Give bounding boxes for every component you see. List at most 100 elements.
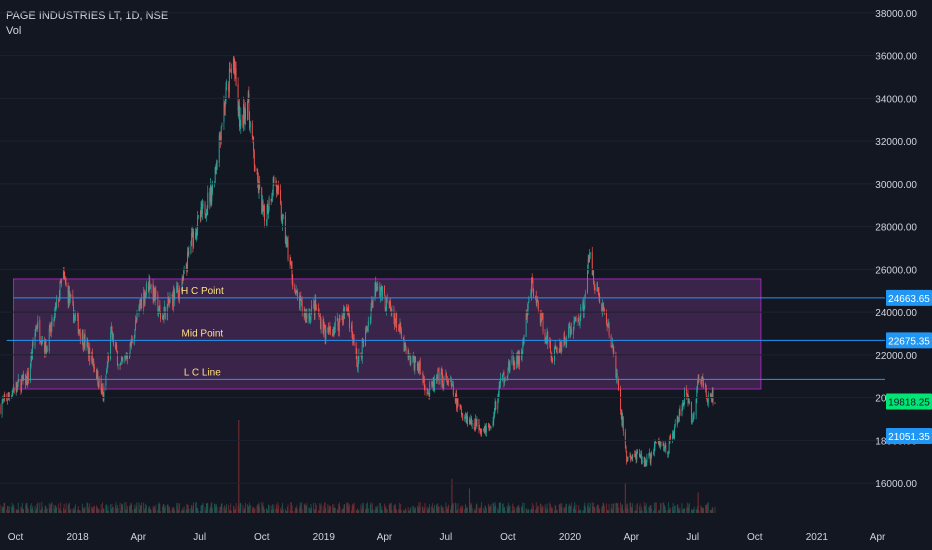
candle-body [324,328,326,339]
candle-body [350,325,352,329]
candle-body [473,423,475,429]
price-tag[interactable] [886,289,932,306]
candle-body [583,307,585,314]
candle-body [670,435,671,440]
candle-body [443,376,445,385]
volume-bar [229,509,231,513]
candle-body [418,364,420,371]
volume-bar [655,502,657,513]
candle-body [365,329,367,347]
volume-bar [271,509,273,513]
volume-bar [436,504,437,513]
volume-bar [473,510,475,513]
candle-body [657,441,659,443]
candle-body [139,303,141,306]
candle-body [603,309,605,313]
candle-body [528,298,530,303]
candle-body [660,442,662,444]
volume-bar [201,504,203,513]
price-tag[interactable] [886,332,932,349]
volume-bar [206,503,207,513]
candle-body [495,401,497,410]
candle-body [527,302,529,309]
candle-body [143,292,145,309]
volume-bar [480,506,482,513]
volume-bar [116,505,118,513]
candle-body [60,280,62,283]
price-tag[interactable] [886,393,932,410]
candle-body [561,345,563,347]
candle-body [375,281,377,291]
volume-bar [174,510,176,513]
candle-body [389,301,391,307]
candle-body [381,286,383,297]
volume-bar [464,509,466,513]
volume-bar [500,502,501,513]
candle-body [365,327,367,330]
volume-bar [709,509,711,513]
candle-body [117,364,119,366]
volume-bar [268,505,270,513]
volume-bar [570,506,572,513]
candle-body [257,169,259,181]
volume-bar [484,505,486,513]
candle-body [268,208,269,214]
price-tag[interactable] [886,428,932,445]
volume-bar [703,508,704,513]
candle-body [299,295,300,308]
candle-body [371,301,373,306]
candle-body [313,304,315,306]
candle-body [347,309,349,313]
volume-bar [182,507,184,513]
volume-bar [645,505,646,513]
volume-bar [419,502,421,513]
candle-body [485,427,487,433]
volume-bar [601,507,603,513]
candle-body [564,335,566,341]
volume-bar [531,508,532,513]
candle-body [372,297,374,307]
candle-body [556,347,557,353]
volume-bar [1,506,3,513]
candle-body [224,102,226,108]
volume-bar [429,504,431,513]
candle-body [46,346,47,353]
candle-body [21,376,23,381]
candle-body [67,284,69,304]
volume-bar [414,507,416,513]
candle-body [436,377,438,381]
price-axis[interactable]: 16000.0018000.0020000.0022000.0024000.00… [0,9,932,490]
volume-bar [93,505,95,513]
volume-bar [83,508,85,513]
volume-bar [206,502,208,513]
volume-bar [481,502,483,513]
volume-bar [336,510,338,513]
volume-bar [384,503,385,513]
volume-bar [441,506,443,513]
volume-bar [649,506,650,513]
volume-bar [188,509,190,513]
candle-body [205,213,207,217]
volume-bar [452,503,454,513]
volume-indicator-label[interactable]: Vol [6,25,22,37]
candle-body [210,186,212,202]
candle-body [29,365,31,382]
candle-body [62,272,64,279]
candle-body [230,68,232,73]
volume-bar [27,508,29,513]
candle-body [540,318,542,323]
volume-bar [305,504,306,513]
candle-body [471,417,472,425]
candle-body [606,323,608,326]
volume-bar [634,510,636,513]
volume-bar [526,508,528,513]
volume-bar [183,506,185,513]
candle-body [437,371,439,380]
volume-bar [256,505,258,513]
candle-body [357,365,358,368]
candle-body [620,388,622,411]
time-axis[interactable]: Oct 2018 Apr Jul Oct 2019 Apr Jul Oct 2020 Apr Jul O… [8,532,886,543]
volume-bar [489,506,491,513]
